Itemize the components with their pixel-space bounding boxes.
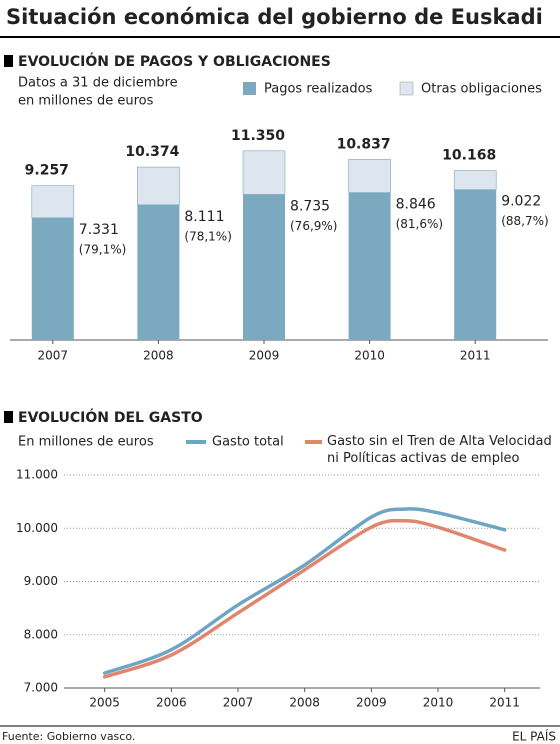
- subtitle: En millones de euros: [18, 435, 154, 450]
- x-tick-label: 2008: [143, 349, 174, 363]
- bar-segment: [31, 185, 75, 219]
- share-label: (78,1%): [184, 229, 231, 243]
- legend-label: Otras obligaciones: [421, 82, 542, 97]
- series-line: [102, 518, 507, 679]
- subtitle: Datos a 31 de diciembre: [18, 76, 178, 91]
- value-label: 8.111: [184, 209, 224, 225]
- share-label: (81,6%): [396, 217, 443, 231]
- legend-label: Gasto total: [212, 435, 284, 450]
- share-label: (76,9%): [290, 219, 337, 233]
- x-tick-label: 2010: [423, 696, 454, 710]
- value-label: 7.331: [79, 222, 119, 238]
- bar-segment: [453, 170, 497, 190]
- y-tick-label: 7.000: [24, 681, 58, 695]
- legend-label: Pagos realizados: [264, 82, 373, 97]
- source: Fuente: Gobierno vasco.: [2, 730, 135, 743]
- total-label: 11.350: [231, 128, 285, 144]
- x-tick-label: 2009: [249, 349, 280, 363]
- bar-segment: [31, 217, 74, 340]
- x-tick-label: 2007: [223, 696, 254, 710]
- bar-segment: [454, 189, 497, 340]
- section-marker: [4, 411, 13, 423]
- share-label: (79,1%): [79, 242, 126, 256]
- bar-segment: [348, 159, 391, 193]
- x-tick-label: 2008: [289, 696, 320, 710]
- legend-swatch: [399, 81, 414, 96]
- legend-label: Gasto sin el Tren de Alta Velocidad ni P…: [327, 434, 552, 466]
- publisher: EL PAÍS: [512, 729, 556, 744]
- x-tick-label: 2005: [89, 696, 120, 710]
- page-title: Situación económica del gobierno de Eusk…: [6, 5, 543, 29]
- value-label: 9.022: [501, 194, 541, 210]
- total-label: 10.168: [442, 148, 496, 164]
- share-label: (88,7%): [501, 214, 548, 228]
- series-line: [102, 507, 507, 675]
- y-tick-label: 9.000: [24, 574, 58, 588]
- value-label: 8.846: [396, 197, 436, 213]
- bar-segment: [348, 192, 391, 340]
- value-label: 8.735: [290, 198, 330, 214]
- x-tick-label: 2007: [38, 349, 69, 363]
- x-tick-label: 2006: [156, 696, 187, 710]
- x-tick-label: 2011: [460, 349, 491, 363]
- x-tick-label: 2011: [489, 696, 520, 710]
- total-label: 9.257: [25, 163, 69, 179]
- total-label: 10.374: [125, 144, 179, 160]
- legend-box: Gasto sin el Tren de Alta Velocidad ni P…: [327, 434, 552, 466]
- bar-segment: [137, 166, 180, 206]
- x-tick-label: 2010: [354, 349, 385, 363]
- section-marker: [4, 55, 13, 67]
- bar-segment: [243, 194, 285, 340]
- y-tick-label: 11.000: [16, 468, 58, 482]
- x-tick-label: 2009: [356, 696, 387, 710]
- total-label: 10.837: [337, 136, 391, 152]
- legend-swatch: [243, 82, 256, 95]
- subtitle: en millones de euros: [18, 94, 154, 109]
- y-tick-label: 8.000: [24, 627, 58, 641]
- bar-segment: [242, 150, 286, 195]
- section-title: EVOLUCIÓN DE PAGOS Y OBLIGACIONES: [18, 52, 331, 70]
- bar-segment: [137, 204, 180, 340]
- y-tick-label: 10.000: [16, 521, 58, 535]
- section-title: EVOLUCIÓN DEL GASTO: [18, 408, 203, 426]
